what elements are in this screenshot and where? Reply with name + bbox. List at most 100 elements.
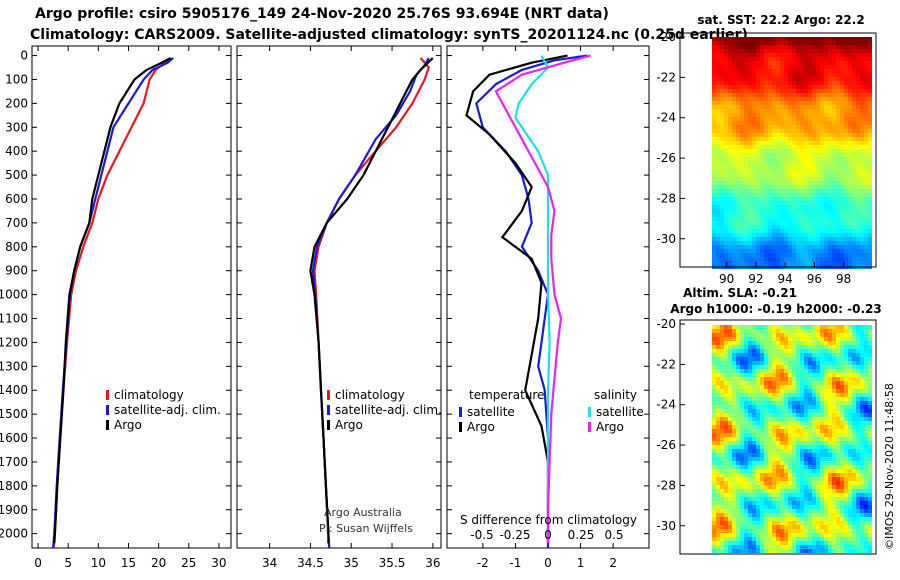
sst-map-cell [788, 77, 792, 81]
sla-map-cell [756, 333, 760, 337]
legend-label-difference-salinity: satellite [596, 405, 644, 419]
sla-map-cell [812, 477, 816, 481]
sla-map-cell [832, 425, 836, 429]
sla-map-cell [868, 545, 872, 549]
sla-map-cell [856, 437, 860, 441]
sla-map-cell [808, 341, 812, 345]
sst-map-cell [804, 145, 808, 149]
legend-swatch-temperature [106, 420, 109, 430]
sla-map-cell [824, 337, 828, 341]
sst-map-cell [760, 145, 764, 149]
sst-map-cell [816, 245, 820, 249]
sla-map-cell [720, 465, 724, 469]
sst-map-cell [756, 93, 760, 97]
sla-map-cell [724, 333, 728, 337]
sla-map-cell [828, 501, 832, 505]
sla-map-cell [748, 481, 752, 485]
sst-map-cell [728, 69, 732, 73]
sst-map-cell [824, 61, 828, 65]
sla-map-cell [860, 549, 864, 553]
sst-map-cell [736, 205, 740, 209]
sst-map-cell [816, 169, 820, 173]
sla-map-cell [752, 505, 756, 509]
sla-map-cell [764, 401, 768, 405]
sst-map-cell [712, 217, 716, 221]
sst-map-cell [744, 97, 748, 101]
sst-map-cell [796, 137, 800, 141]
sst-map-cell [832, 205, 836, 209]
sla-map-cell [828, 433, 832, 437]
sst-map-cell [772, 157, 776, 161]
sla-map-cell [760, 481, 764, 485]
sla-map-cell [828, 373, 832, 377]
depth-tick-label: 700 [5, 216, 28, 230]
sst-map-cell [856, 185, 860, 189]
sst-map-cell [772, 185, 776, 189]
sst-map-cell [860, 85, 864, 89]
sst-map-cell [716, 37, 720, 41]
sla-map-cell [860, 437, 864, 441]
x-tick-label-salinity: 35.5 [379, 556, 406, 570]
sla-map-cell [740, 409, 744, 413]
sst-map-cell [832, 165, 836, 169]
sla-map-cell [844, 481, 848, 485]
sst-map-cell [828, 105, 832, 109]
sst-map-cell [808, 109, 812, 113]
sst-map-cell [748, 157, 752, 161]
sla-map-cell [824, 361, 828, 365]
sla-map-cell [764, 365, 768, 369]
sst-map-cell [720, 193, 724, 197]
sst-map-cell [800, 153, 804, 157]
sst-map-cell [724, 77, 728, 81]
sla-map-cell [852, 417, 856, 421]
sst-map-cell [740, 169, 744, 173]
sst-map-cell [836, 85, 840, 89]
sla-map-cell [796, 401, 800, 405]
sla-map-cell [860, 329, 864, 333]
sla-map-cell [788, 409, 792, 413]
sla-map-cell [864, 469, 868, 473]
sla-map-cell [840, 389, 844, 393]
sst-map-cell [748, 169, 752, 173]
sst-map-cell [784, 217, 788, 221]
sst-map-cell [808, 129, 812, 133]
sst-map-cell [768, 241, 772, 245]
sla-map-cell [860, 393, 864, 397]
sla-map-cell [724, 433, 728, 437]
sla-map-cell [856, 505, 860, 509]
sst-map-cell [840, 45, 844, 49]
sst-map-cell [844, 141, 848, 145]
sst-map-cell [796, 89, 800, 93]
sst-map-cell [800, 41, 804, 45]
sla-map-cell [748, 361, 752, 365]
sst-map-cell [716, 169, 720, 173]
sla-map-cell [820, 545, 824, 549]
sst-map-cell [756, 241, 760, 245]
sst-map-cell [812, 57, 816, 61]
sst-map-cell [852, 41, 856, 45]
sst-map-cell [716, 85, 720, 89]
sla-map-cell [808, 469, 812, 473]
sla-map-cell [784, 389, 788, 393]
sla-map-cell [724, 509, 728, 513]
legend-swatch-difference-salinity [588, 407, 591, 417]
sla-map-cell [832, 429, 836, 433]
sst-map-cell [856, 201, 860, 205]
sst-map-cell [740, 53, 744, 57]
sst-map-cell [860, 137, 864, 141]
sst-map-cell [768, 221, 772, 225]
sst-map-cell [748, 137, 752, 141]
sst-map-cell [764, 121, 768, 125]
sla-map-cell [712, 469, 716, 473]
sla-map-cell [784, 393, 788, 397]
sla-map-cell [816, 337, 820, 341]
sst-map-cell [776, 65, 780, 69]
sst-map-cell [832, 73, 836, 77]
sst-map-cell [780, 257, 784, 261]
sst-map-cell [848, 257, 852, 261]
sst-map-cell [732, 241, 736, 245]
sla-map-cell [868, 513, 872, 517]
sst-map-cell [788, 261, 792, 265]
sst-map-cell [720, 105, 724, 109]
sst-map-cell [848, 153, 852, 157]
